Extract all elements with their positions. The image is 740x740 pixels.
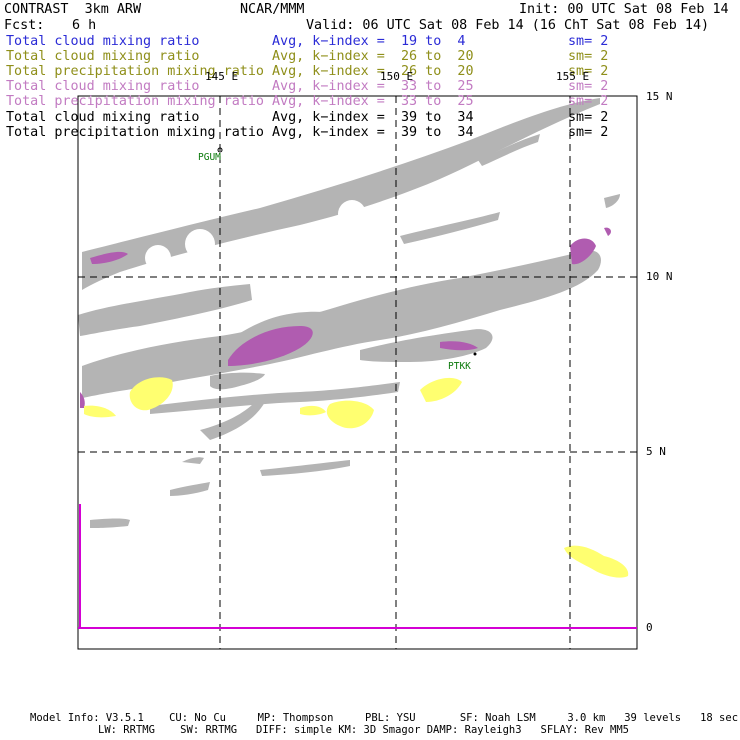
legend-smoothing: sm= 2 [568,79,609,94]
legend-field: Total cloud mixing ratio [6,79,200,94]
lon-label: 150 E [380,70,414,83]
lon-label: 155 E [556,70,590,83]
legend-field: Total cloud mixing ratio [6,110,200,125]
legend-smoothing: sm= 2 [568,64,609,79]
lat-label: 15 N [646,90,673,103]
legend-level-range: Avg, k−index = 33 to 25 [272,94,474,109]
lat-label: 5 N [646,445,666,458]
legend-level-range: Avg, k−index = 19 to 4 [272,34,466,49]
model-info-line1: Model Info: V3.5.1 CU: No Cu MP: Thompso… [30,712,739,724]
fcst-value: 6 h [72,18,97,33]
legend-field: Total precipitation mixing ratio [6,64,264,79]
cloud-fields-gray [78,98,620,528]
lon-label: 145 E [205,70,239,83]
center-title: NCAR/MMM [240,2,305,17]
model-info-line2: LW: RRTMG SW: RRTMG DIFF: simple KM: 3D … [98,724,630,736]
init-time: Init: 00 UTC Sat 08 Feb 14 [519,2,729,17]
gridlines [78,96,637,649]
legend-level-range: Avg, k−index = 39 to 34 [272,110,474,125]
legend-field: Total cloud mixing ratio [6,34,200,49]
station-label-ptkk: PTKK [448,361,471,372]
cloud-fields-purple [80,227,611,408]
legend-smoothing: sm= 2 [568,34,609,49]
legend-field: Total precipitation mixing ratio [6,94,264,109]
cloud-gaps [116,200,366,298]
legend-level-range: Avg, k−index = 33 to 25 [272,79,474,94]
map-frame [77,95,638,650]
legend-smoothing: sm= 2 [568,49,609,64]
legend-field: Total precipitation mixing ratio [6,125,264,140]
legend-level-range: Avg, k−index = 26 to 20 [272,49,474,64]
lat-label: 10 N [646,270,673,283]
legend-level-range: Avg, k−index = 39 to 34 [272,125,474,140]
station-label-pgum: PGUM [198,152,221,163]
legend-smoothing: sm= 2 [568,110,609,125]
legend-level-range: Avg, k−index = 26 to 20 [272,64,474,79]
ptkk-marker [473,352,477,356]
model-title: CONTRAST 3km ARW [4,2,142,17]
precip-fields-yellow [84,377,629,578]
pgum-marker [217,147,223,153]
legend-field: Total cloud mixing ratio [6,49,200,64]
legend-smoothing: sm= 2 [568,94,609,109]
legend-smoothing: sm= 2 [568,125,609,140]
valid-time: Valid: 06 UTC Sat 08 Feb 14 (16 ChT Sat … [306,18,710,33]
lat-label: 0 [646,621,653,634]
fcst-label: Fcst: [4,18,45,33]
